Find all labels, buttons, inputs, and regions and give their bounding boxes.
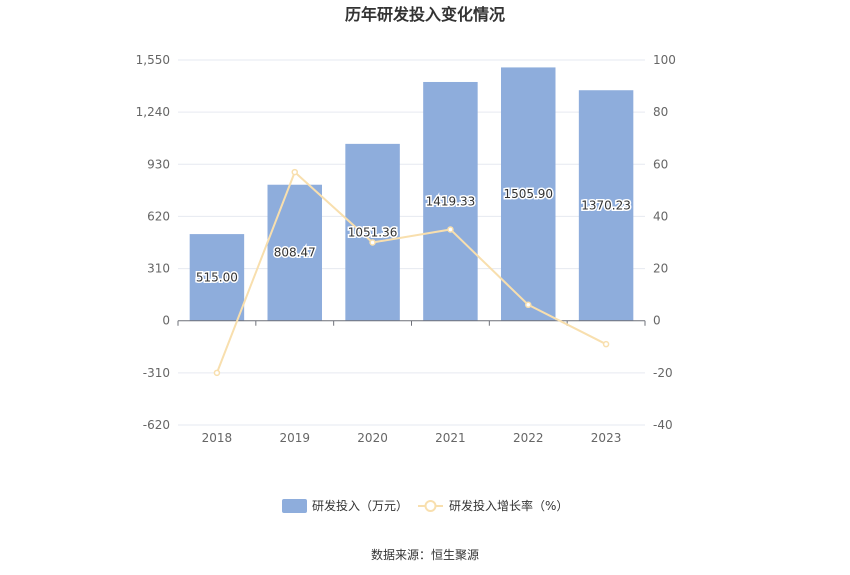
right-axis-tick-label: 60 xyxy=(653,157,668,171)
left-axis-tick-label: 0 xyxy=(162,314,170,328)
legend-item-bar[interactable]: 研发投入（万元） xyxy=(282,498,408,513)
right-y-axis: 100 80 60 40 20 0 -20 -40 xyxy=(653,53,676,432)
line-point[interactable] xyxy=(291,168,298,176)
right-axis-tick-label: 100 xyxy=(653,53,676,67)
bar-value-label: 808.47 xyxy=(274,246,316,260)
data-source: 数据来源：恒生聚源 xyxy=(371,547,479,562)
right-axis-tick-label: -20 xyxy=(653,366,673,380)
bar[interactable] xyxy=(578,90,634,321)
left-axis-tick-label: 620 xyxy=(147,209,170,223)
line-point[interactable] xyxy=(213,369,221,377)
left-axis-tick-label: -620 xyxy=(143,418,170,432)
right-axis-tick-label: 20 xyxy=(653,262,668,276)
legend-line-marker xyxy=(424,500,437,512)
legend-item-line[interactable]: 研发投入增长率（%） xyxy=(418,498,568,513)
bar[interactable] xyxy=(501,67,556,321)
right-axis-tick-label: 40 xyxy=(653,209,668,223)
left-axis-tick-label: 930 xyxy=(147,157,170,171)
bar[interactable] xyxy=(267,184,322,321)
bar[interactable] xyxy=(345,143,400,321)
x-axis-tick-label: 2020 xyxy=(357,431,388,445)
x-axis-tick-label: 2022 xyxy=(513,431,544,445)
right-axis-tick-label: -40 xyxy=(653,418,673,432)
line-point[interactable] xyxy=(369,239,376,246)
chart-title: 历年研发投入变化情况 xyxy=(345,5,505,24)
x-axis-tick-label: 2019 xyxy=(279,431,310,445)
right-axis-tick-label: 0 xyxy=(653,314,661,328)
bar-value-label: 515.00 xyxy=(196,270,238,284)
left-axis-tick-label: 310 xyxy=(147,262,170,276)
bar-value-label: 1370.23 xyxy=(581,198,631,212)
left-axis-tick-label: -310 xyxy=(143,366,170,380)
right-axis-tick-label: 80 xyxy=(653,105,668,119)
legend[interactable]: 研发投入（万元） 研发投入增长率（%） xyxy=(282,498,568,513)
x-axis-tick-label: 2018 xyxy=(202,431,233,445)
line-point[interactable] xyxy=(602,340,610,348)
legend-line-label: 研发投入增长率（%） xyxy=(449,498,568,513)
left-y-axis: 1,550 1,240 930 620 310 0 -310 -620 xyxy=(136,53,170,432)
legend-bar-label: 研发投入（万元） xyxy=(312,498,408,513)
bar-value-label: 1505.90 xyxy=(503,187,553,201)
bar-value-label: 1419.33 xyxy=(426,194,476,208)
legend-bar-swatch xyxy=(282,499,307,513)
line-point[interactable] xyxy=(525,301,532,309)
x-axis-labels: 2018 2019 2020 2021 2022 2023 xyxy=(202,431,622,445)
x-axis-tick-label: 2023 xyxy=(591,431,622,445)
bar[interactable] xyxy=(423,81,478,321)
bar-data-labels: 515.00 808.47 1051.36 1419.33 1505.90 1370.23 xyxy=(194,186,632,286)
bar[interactable] xyxy=(189,234,245,321)
bar-value-label: 1051.36 xyxy=(348,225,398,239)
growth-rate-line xyxy=(215,170,607,374)
bar-series xyxy=(189,67,634,321)
grid-lines xyxy=(178,59,645,426)
line-series xyxy=(213,168,610,377)
x-axis xyxy=(177,320,646,326)
line-point[interactable] xyxy=(447,226,454,233)
left-axis-tick-label: 1,550 xyxy=(136,53,170,67)
left-axis-tick-label: 1,240 xyxy=(136,105,170,119)
x-axis-tick-label: 2021 xyxy=(435,431,466,445)
